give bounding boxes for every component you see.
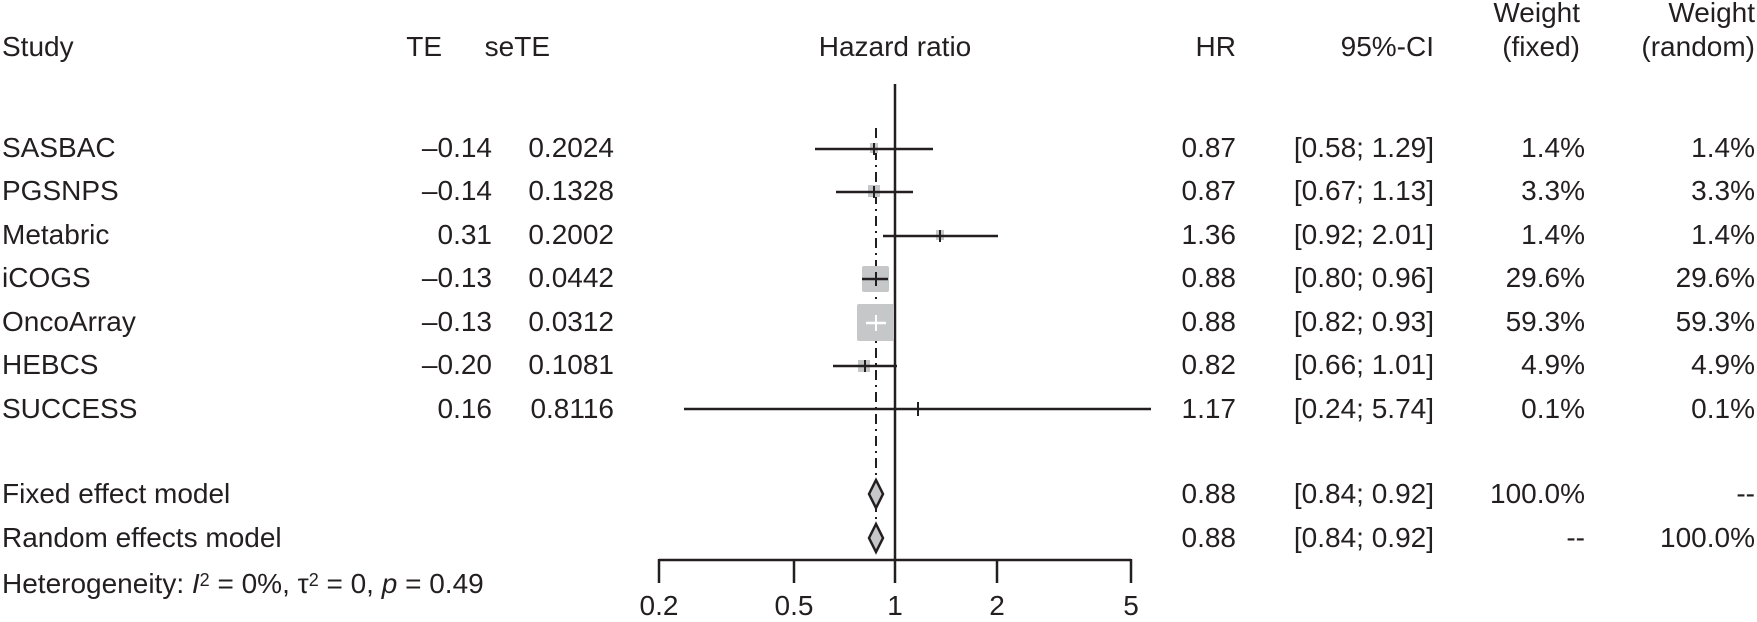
summary-name: Random effects model xyxy=(2,522,282,553)
study-name: SUCCESS xyxy=(2,393,138,424)
study-ci: [0.66; 1.01] xyxy=(1293,349,1434,380)
study-marker xyxy=(684,402,1151,416)
tau-superscript: 2 xyxy=(308,570,319,590)
study-weight-fixed: 0.1% xyxy=(1521,393,1585,424)
study-name: OncoArray xyxy=(2,306,136,337)
study-te: 0.31 xyxy=(437,219,493,250)
study-weight-random: 1.4% xyxy=(1691,219,1755,250)
study-te: –0.14 xyxy=(421,132,492,163)
header-plot-label: Hazard ratio xyxy=(818,31,972,62)
header-weight-fixed-line1: Weight xyxy=(1493,0,1580,28)
study-marker xyxy=(836,185,913,198)
i2-value: = 0%, xyxy=(209,568,298,599)
study-weight-fixed: 3.3% xyxy=(1521,175,1585,206)
summary-ci: [0.84; 0.92] xyxy=(1293,522,1434,553)
study-hr: 0.88 xyxy=(1181,262,1237,293)
study-weight-random: 29.6% xyxy=(1675,262,1755,293)
study-hr: 0.88 xyxy=(1181,306,1237,337)
header-te: TE xyxy=(406,31,442,62)
header-ci: 95%-CI xyxy=(1340,31,1434,62)
p-value: = 0.49 xyxy=(397,568,484,599)
study-name: HEBCS xyxy=(2,349,99,380)
header-weight-random-line1: Weight xyxy=(1668,0,1755,28)
study-hr: 0.87 xyxy=(1181,175,1237,206)
study-te: –0.14 xyxy=(421,175,492,206)
study-weight-random: 1.4% xyxy=(1691,132,1755,163)
summary-name: Fixed effect model xyxy=(2,478,231,509)
study-name: iCOGS xyxy=(2,262,91,293)
tau-symbol: τ xyxy=(297,568,309,599)
summary-ci: [0.84; 0.92] xyxy=(1293,478,1434,509)
x-axis xyxy=(657,558,1133,583)
i2-superscript: 2 xyxy=(199,570,210,590)
study-sete: 0.1328 xyxy=(528,175,614,206)
heterogeneity-stats: Heterogeneity: I2 = 0%, τ2 = 0, p = 0.49 xyxy=(2,568,484,600)
summary-weight-fixed: 100.0% xyxy=(1490,478,1585,509)
study-marker xyxy=(833,360,897,372)
study-ci: [0.80; 0.96] xyxy=(1293,262,1434,293)
study-sete: 0.8116 xyxy=(530,393,614,424)
study-te: –0.13 xyxy=(421,306,492,337)
header-weight-fixed-line2: (fixed) xyxy=(1502,31,1580,62)
study-weight-fixed: 1.4% xyxy=(1521,219,1585,250)
header-weight-random-line2: (random) xyxy=(1641,31,1755,62)
study-sete: 0.2002 xyxy=(528,219,614,250)
header-hr: HR xyxy=(1195,31,1236,62)
study-ci: [0.67; 1.13] xyxy=(1293,175,1434,206)
study-sete: 0.0312 xyxy=(528,306,614,337)
random-effects-diamond xyxy=(867,521,885,555)
x-tick-label: 2 xyxy=(989,590,1005,621)
study-marker xyxy=(857,304,894,341)
study-weight-fixed: 4.9% xyxy=(1521,349,1585,380)
study-weight-random: 59.3% xyxy=(1675,306,1755,337)
header-sete: seTE xyxy=(484,31,550,62)
x-tick-label: 0.2 xyxy=(639,590,679,621)
study-ci: [0.82; 0.93] xyxy=(1293,306,1434,337)
study-sete: 0.2024 xyxy=(528,132,614,163)
study-hr: 0.82 xyxy=(1181,349,1237,380)
study-name: SASBAC xyxy=(2,132,116,163)
heterogeneity-prefix: Heterogeneity: xyxy=(2,568,192,599)
study-hr: 0.87 xyxy=(1181,132,1237,163)
study-weight-random: 4.9% xyxy=(1691,349,1755,380)
study-marker xyxy=(862,266,889,292)
study-weight-fixed: 29.6% xyxy=(1505,262,1585,293)
i2-symbol: I xyxy=(191,568,200,599)
header-study: Study xyxy=(2,31,74,62)
study-te: 0.16 xyxy=(437,393,493,424)
study-ci: [0.24; 5.74] xyxy=(1293,393,1434,424)
study-weight-random: 3.3% xyxy=(1691,175,1755,206)
study-te: –0.20 xyxy=(421,349,492,380)
summary-weight-random: -- xyxy=(1736,478,1755,509)
tau-value: = 0, xyxy=(318,568,382,599)
study-sete: 0.1081 xyxy=(528,349,614,380)
x-tick-label: 0.5 xyxy=(774,590,814,621)
summary-hr: 0.88 xyxy=(1181,478,1237,509)
study-te: –0.13 xyxy=(421,262,492,293)
study-hr: 1.36 xyxy=(1181,219,1237,250)
study-weight-fixed: 59.3% xyxy=(1505,306,1585,337)
study-sete: 0.0442 xyxy=(528,262,614,293)
x-tick-label: 1 xyxy=(887,590,903,621)
study-marker xyxy=(815,143,933,155)
summary-hr: 0.88 xyxy=(1181,522,1237,553)
x-tick-label: 5 xyxy=(1123,590,1139,621)
study-name: PGSNPS xyxy=(2,175,119,206)
study-weight-random: 0.1% xyxy=(1691,393,1755,424)
p-symbol: p xyxy=(381,568,398,599)
summary-weight-random: 100.0% xyxy=(1660,522,1755,553)
study-name: Metabric xyxy=(2,219,110,250)
study-weight-fixed: 1.4% xyxy=(1521,132,1585,163)
study-hr: 1.17 xyxy=(1181,393,1237,424)
study-ci: [0.92; 2.01] xyxy=(1293,219,1434,250)
summary-weight-fixed: -- xyxy=(1566,522,1585,553)
study-ci: [0.58; 1.29] xyxy=(1293,132,1434,163)
fixed-effect-diamond xyxy=(867,477,885,511)
study-marker xyxy=(883,230,998,242)
